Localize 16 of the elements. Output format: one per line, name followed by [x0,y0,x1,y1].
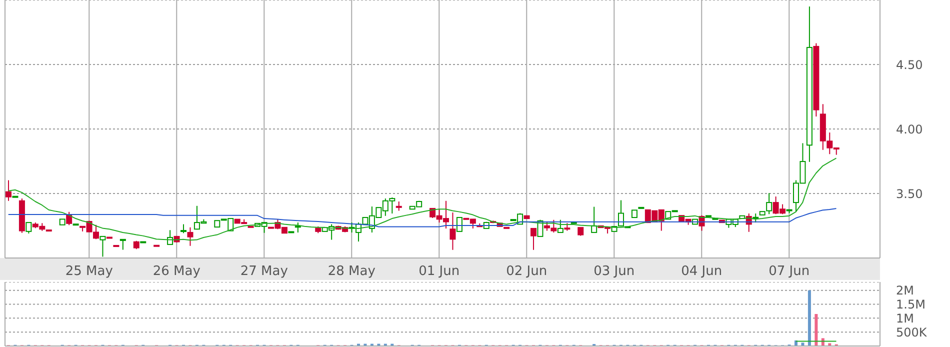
y-tick-label: 2M [896,284,914,298]
x-tick-label: 27 May [240,264,288,280]
x-tick-label: 01 Jun [418,264,460,280]
x-tick-label: 26 May [152,264,201,280]
y-tick-label: 3.50 [896,186,923,201]
y-tick-label: 1M [896,311,914,326]
y-tick-label: 1.5M [896,298,926,312]
x-tick-label: 04 Jun [681,264,722,280]
x-tick-label: 25 May [65,264,114,280]
x-tick-label: 07 Jun [768,264,810,280]
x-tick-label: 28 May [328,264,376,280]
x-tick-label: 03 Jun [594,264,635,280]
x-tick-label: 02 Jun [506,264,548,280]
y-tick-label: 500K [896,325,928,340]
y-tick-label: 4.00 [896,122,923,136]
y-tick-label: 4.50 [896,58,923,72]
